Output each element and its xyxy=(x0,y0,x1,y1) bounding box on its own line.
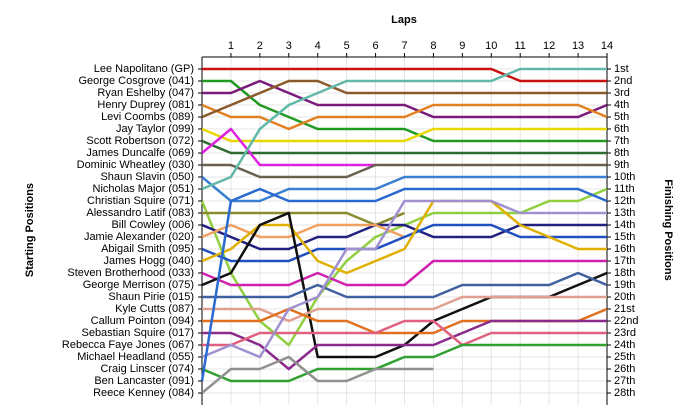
driver-label: Michael Headland (055) xyxy=(77,351,194,363)
y2-tick-label: 21st xyxy=(614,303,635,315)
position-line xyxy=(201,79,607,119)
position-line xyxy=(201,199,607,275)
driver-label: Sebastian Squire (017) xyxy=(81,327,194,339)
driver-label: Jay Taylor (099) xyxy=(116,123,194,135)
position-line xyxy=(201,223,607,251)
x-tick-label: 6 xyxy=(373,40,379,52)
y2-tick-label: 13th xyxy=(614,207,635,219)
driver-label: Shaun Pirie (015) xyxy=(108,291,194,303)
driver-label: Dominic Wheatley (030) xyxy=(77,159,194,171)
x-tick-label: 12 xyxy=(543,40,555,52)
position-line xyxy=(202,163,607,179)
position-line xyxy=(202,271,608,299)
position-line xyxy=(201,127,376,167)
y2-tick-label: 2nd xyxy=(614,75,632,87)
y2-axis-title: Finishing Positions xyxy=(662,179,674,280)
driver-label: James Duncalfe (069) xyxy=(86,147,194,159)
driver-label: Scott Robertson (072) xyxy=(86,135,194,147)
y2-tick-label: 18th xyxy=(614,267,635,279)
y-axis-title: Starting Positions xyxy=(24,183,36,277)
y2-tick-label: 14th xyxy=(614,219,635,231)
driver-label: Abigail Smith (095) xyxy=(101,243,194,255)
position-line xyxy=(202,67,607,83)
y2-tick-label: 5th xyxy=(614,111,629,123)
driver-label: Kyle Cutts (087) xyxy=(115,303,194,315)
y2-tick-label: 15th xyxy=(614,231,635,243)
driver-label: George Merrison (075) xyxy=(83,279,194,291)
position-line xyxy=(202,319,607,347)
driver-label: Callum Pointon (094) xyxy=(91,315,194,327)
x-tick-label: 4 xyxy=(315,40,321,52)
y2-tick-label: 1st xyxy=(614,63,629,75)
position-line xyxy=(202,211,405,227)
driver-label: Reece Kenney (084) xyxy=(93,387,194,399)
y2-tick-label: 7th xyxy=(614,135,629,147)
x-tick-label: 10 xyxy=(485,40,497,52)
y2-tick-label: 20th xyxy=(614,291,635,303)
y2-tick-label: 4th xyxy=(614,99,629,111)
driver-label: Ryan Eshelby (047) xyxy=(97,87,194,99)
driver-label: George Cosgrove (041) xyxy=(78,75,194,87)
y2-tick-label: 3rd xyxy=(614,87,630,99)
position-line xyxy=(201,127,607,143)
position-line xyxy=(201,67,607,191)
y2-tick-label: 17th xyxy=(614,255,635,267)
position-line xyxy=(201,223,607,263)
driver-label: Nicholas Major (051) xyxy=(93,183,194,195)
driver-label: Steven Brotherhood (033) xyxy=(67,267,194,279)
x-tick-label: 1 xyxy=(228,40,234,52)
position-line xyxy=(201,139,607,155)
x-tick-label: 2 xyxy=(257,40,263,52)
driver-label: Jamie Alexander (020) xyxy=(84,231,194,243)
driver-label: Levi Coombs (089) xyxy=(101,111,194,123)
driver-label: Lee Napolitano (GP) xyxy=(94,63,194,75)
position-line xyxy=(201,223,405,239)
driver-label: Shaun Slavin (050) xyxy=(100,171,194,183)
position-line xyxy=(202,295,607,323)
y2-tick-label: 26th xyxy=(614,363,635,375)
x-tick-label: 3 xyxy=(286,40,292,52)
x-tick-label: 11 xyxy=(515,40,526,52)
y2-tick-label: 8th xyxy=(614,147,629,159)
driver-label: Bill Cowley (006) xyxy=(111,219,194,231)
x-tick-label: 7 xyxy=(401,40,407,52)
position-line xyxy=(201,259,607,287)
y2-tick-label: 11th xyxy=(614,183,635,195)
y2-tick-label: 27th xyxy=(614,375,635,387)
position-line xyxy=(200,187,608,382)
y2-tick-label: 23rd xyxy=(614,327,636,339)
chart-title: Laps xyxy=(391,14,417,26)
driver-label: Christian Squire (071) xyxy=(87,195,194,207)
y2-tick-label: 6th xyxy=(614,123,629,135)
position-line xyxy=(202,79,608,119)
y2-tick-label: 25th xyxy=(614,351,635,363)
y2-tick-label: 16th xyxy=(614,243,635,255)
y2-tick-label: 12th xyxy=(614,195,635,207)
position-line xyxy=(201,355,434,394)
position-line xyxy=(202,319,607,371)
driver-label: James Hogg (040) xyxy=(104,255,195,267)
position-line xyxy=(201,199,607,359)
driver-label: Ben Lancaster (091) xyxy=(94,375,194,387)
position-line xyxy=(201,343,607,383)
driver-label: Alessandro Latif (083) xyxy=(86,207,194,219)
driver-label: Henry Duprey (081) xyxy=(97,99,194,111)
driver-label: Rebecca Faye Jones (067) xyxy=(62,339,194,351)
x-tick-label: 9 xyxy=(459,40,465,52)
x-tick-label: 14 xyxy=(601,40,613,52)
y2-tick-label: 9th xyxy=(614,159,629,171)
y2-tick-label: 19th xyxy=(614,279,635,291)
driver-label: Craig Linscer (074) xyxy=(100,363,194,375)
position-line xyxy=(201,175,607,203)
x-tick-label: 5 xyxy=(344,40,350,52)
position-line xyxy=(202,79,607,143)
x-tick-label: 13 xyxy=(572,40,584,52)
y2-tick-label: 24th xyxy=(614,339,635,351)
y2-tick-label: 22nd xyxy=(614,315,638,327)
y2-tick-label: 28th xyxy=(614,387,635,399)
y2-tick-label: 10th xyxy=(614,171,635,183)
x-tick-label: 8 xyxy=(430,40,436,52)
